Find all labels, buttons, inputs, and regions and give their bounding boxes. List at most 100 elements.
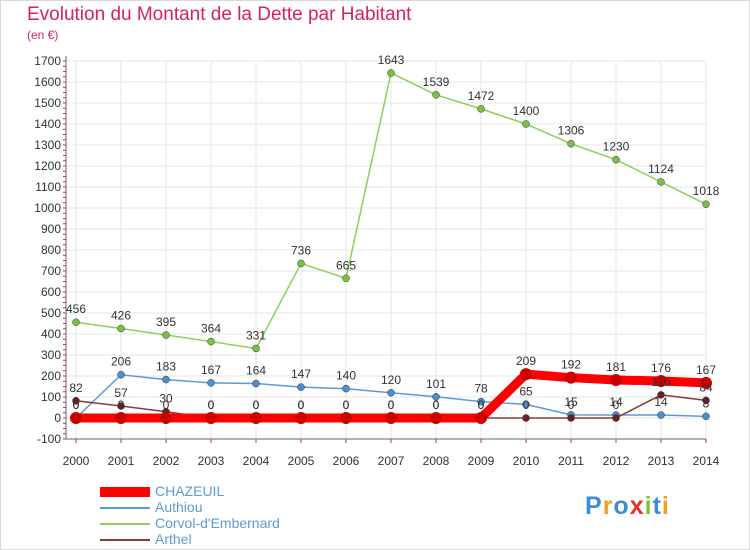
data-point [342,274,350,283]
data-point [117,324,125,333]
data-label: 0 [433,398,440,412]
data-label: 736 [291,243,311,257]
x-tick-label: 2007 [378,454,405,468]
data-label: 364 [201,322,221,336]
y-tick-label: 100 [41,390,61,404]
data-label: 426 [111,309,131,323]
data-point [475,412,487,424]
x-tick-label: 2013 [648,454,675,468]
data-label: 0 [568,398,575,412]
data-point [702,200,710,208]
data-label: 0 [433,398,440,412]
x-tick-label: 2004 [243,454,270,468]
data-point [387,389,395,397]
data-point [700,376,712,389]
data-label: 14 [609,395,623,409]
grid [66,60,707,440]
x-tick-label: 2010 [513,454,540,468]
y-tick-label: 0 [54,411,61,425]
y-tick-label: 200 [41,369,61,383]
data-label: 1539 [423,75,450,89]
data-point [520,368,532,381]
y-tick-label: 400 [41,327,61,341]
unit-label: (en €) [27,28,59,42]
data-point [430,412,442,424]
data-label: 167 [696,363,716,377]
data-label: 192 [561,358,581,372]
data-label: 0 [388,398,395,412]
data-label: 181 [606,360,626,374]
legend-label-arthel: Arthel [155,531,192,547]
x-tick-label: 2003 [198,454,225,468]
legend-swatch-corvol [100,523,150,525]
data-label: 0 [523,398,530,412]
y-tick-label: 500 [41,306,61,320]
y-tick-label: 600 [41,285,61,299]
data-label: 140 [336,369,356,383]
data-point [432,393,440,401]
logo-letter: r [602,492,614,520]
data-point [612,414,620,422]
data-label: 0 [253,398,260,412]
data-point [207,337,215,346]
data-label: 82 [69,381,83,395]
data-point [432,91,440,99]
data-point [115,412,127,424]
data-point [160,412,172,424]
data-label: 1230 [603,140,630,154]
x-tick-label: 2014 [693,454,720,468]
legend-swatch-chazeuil [100,487,150,497]
y-tick-label: 900 [41,222,61,236]
x-axis: 2000 2001 2002 2003 2004 2005 2006 2007 2008 2009… [63,438,720,468]
data-label: 176 [651,361,671,375]
series-group [70,69,712,424]
data-label: 30 [159,392,173,406]
data-point [207,379,215,387]
data-point [477,397,485,406]
y-tick-label: 1600 [34,75,61,89]
data-label: 65 [519,384,533,398]
y-axis: -100 0 100 200 300 400 500 600 700 800 900 1000 1100… [34,54,67,446]
data-label: 15 [564,395,578,409]
data-point [522,414,530,422]
data-label: 1124 [648,162,674,176]
data-point [657,391,665,399]
data-label: 0 [343,398,350,412]
data-point [522,400,530,409]
data-point [70,412,82,424]
chart-title: Evolution du Montant de la Dette par Hab… [27,4,412,25]
legend-swatch-authiou [100,507,150,509]
data-point [387,69,395,77]
data-label: 8 [703,396,710,410]
data-point [477,105,485,113]
data-label: 101 [426,377,446,391]
data-label: 0 [388,398,395,412]
data-label: 120 [381,373,401,387]
x-tick-label: 2001 [108,454,135,468]
data-label: 1472 [468,89,495,103]
data-point [72,397,80,405]
data-point [297,383,305,391]
y-tick-label: -100 [37,432,61,446]
x-tick-label: 2009 [468,454,495,468]
x-tick-label: 2000 [63,454,90,468]
legend-label-authiou: Authiou [155,499,203,515]
data-point [612,155,620,164]
x-tick-label: 2002 [153,454,180,468]
data-label: 456 [66,302,86,316]
data-label: 0 [163,398,170,412]
data-point [657,178,665,186]
data-label: 0 [613,398,620,412]
y-tick-label: 1500 [34,96,61,110]
y-tick-label: 700 [41,264,61,278]
data-point [252,379,260,388]
data-label: 0 [73,398,80,412]
data-point [567,414,575,422]
data-label: 209 [516,354,536,368]
y-tick-label: 1000 [34,201,61,215]
data-point [340,412,352,424]
y-tick-label: 1100 [35,180,61,194]
data-point [117,370,125,379]
